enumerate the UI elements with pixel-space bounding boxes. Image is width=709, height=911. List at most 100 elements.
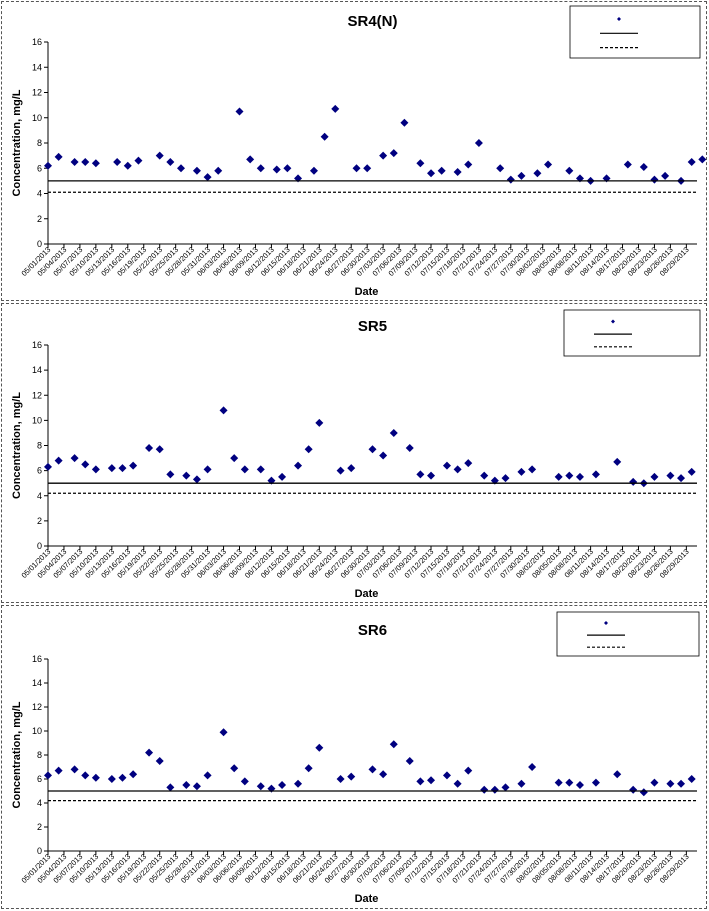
- data-point: [517, 779, 526, 788]
- y-axis-label: Concentration, mg/L: [11, 701, 23, 808]
- data-point: [240, 465, 249, 474]
- data-point: [565, 778, 574, 787]
- data-point: [155, 151, 164, 160]
- legend: [563, 309, 701, 357]
- data-point: [118, 773, 127, 782]
- data-point: [70, 765, 79, 774]
- data-point: [315, 418, 324, 427]
- chart-panel-sr4n: SR4(N) 0 2 4 6 8 10 12 14 16 05/01/2013 05/04/2013 0…: [1, 1, 707, 301]
- data-point: [554, 778, 563, 787]
- data-point: [230, 764, 239, 773]
- data-point: [44, 771, 52, 780]
- data-point: [613, 770, 622, 779]
- data-point: [203, 173, 212, 182]
- data-point: [517, 467, 526, 476]
- data-point: [416, 777, 425, 786]
- data-point: [389, 149, 398, 158]
- data-point: [363, 164, 372, 173]
- data-point: [480, 471, 489, 480]
- legend: [569, 5, 701, 59]
- data-point: [639, 162, 648, 171]
- data-point: [240, 777, 249, 786]
- x-axis-label: Date: [355, 588, 379, 600]
- y-tick-label: 6: [37, 774, 42, 784]
- data-point: [677, 779, 686, 788]
- data-point: [336, 466, 345, 475]
- y-axis-label: Concentration, mg/L: [11, 89, 23, 196]
- data-point: [650, 778, 659, 787]
- data-point: [379, 770, 388, 779]
- data-point: [427, 471, 436, 480]
- legend-marker-diamond: [617, 17, 621, 21]
- data-point: [501, 783, 510, 792]
- data-point: [91, 159, 100, 168]
- y-tick-label: 16: [32, 654, 42, 664]
- data-point: [54, 766, 63, 775]
- data-point: [347, 464, 356, 473]
- data-point: [629, 477, 638, 486]
- data-point: [246, 155, 255, 164]
- data-point: [453, 168, 462, 177]
- data-point: [613, 457, 622, 466]
- data-point: [666, 471, 675, 480]
- data-point: [687, 467, 696, 476]
- y-tick-label: 4: [37, 491, 42, 501]
- data-point: [368, 765, 377, 774]
- y-tick-label: 10: [32, 113, 42, 123]
- y-tick-label: 10: [32, 726, 42, 736]
- data-point: [203, 771, 212, 780]
- data-point: [256, 465, 265, 474]
- data-point: [453, 779, 462, 788]
- data-point: [496, 164, 505, 173]
- data-point: [145, 748, 154, 757]
- data-point: [528, 465, 537, 474]
- data-point: [554, 472, 563, 481]
- data-point: [427, 169, 436, 178]
- data-point: [107, 775, 116, 783]
- data-point: [219, 728, 228, 737]
- y-tick-label: 0: [37, 239, 42, 249]
- data-point: [129, 461, 138, 470]
- data-point: [687, 775, 696, 783]
- data-point: [70, 454, 79, 463]
- y-tick-label: 12: [32, 390, 42, 400]
- data-point: [230, 454, 239, 463]
- data-point: [70, 157, 79, 166]
- data-point: [278, 781, 287, 789]
- y-tick-label: 4: [37, 189, 42, 199]
- data-point: [134, 156, 143, 165]
- data-point: [256, 164, 265, 173]
- data-point: [677, 474, 686, 483]
- y-tick-label: 0: [37, 846, 42, 856]
- data-point: [575, 781, 584, 789]
- data-point: [474, 139, 483, 147]
- data-point: [661, 171, 670, 180]
- data-point: [309, 166, 318, 175]
- data-point: [123, 161, 132, 170]
- data-point: [91, 773, 100, 782]
- data-point: [437, 166, 446, 175]
- x-axis-label: Date: [355, 893, 379, 905]
- data-point: [166, 157, 175, 166]
- data-point: [44, 462, 52, 471]
- data-point: [650, 472, 659, 481]
- data-point: [176, 164, 185, 173]
- data-point: [591, 778, 600, 787]
- chart-title: SR4(N): [347, 13, 397, 30]
- data-point: [81, 460, 90, 469]
- data-point: [544, 160, 553, 169]
- data-point: [336, 775, 345, 783]
- chart-sr5: SR5024681012141605/01/201305/04/201305/0…: [11, 309, 701, 600]
- y-tick-label: 8: [37, 441, 42, 451]
- y-tick-label: 8: [37, 750, 42, 760]
- data-point: [283, 164, 292, 173]
- data-point: [278, 472, 287, 481]
- y-tick-label: 16: [32, 340, 42, 350]
- y-tick-label: 8: [37, 138, 42, 148]
- data-point: [107, 464, 116, 473]
- data-point: [480, 785, 489, 794]
- data-point: [490, 785, 499, 794]
- y-tick-label: 4: [37, 798, 42, 808]
- data-point: [320, 132, 329, 141]
- data-point: [416, 470, 425, 479]
